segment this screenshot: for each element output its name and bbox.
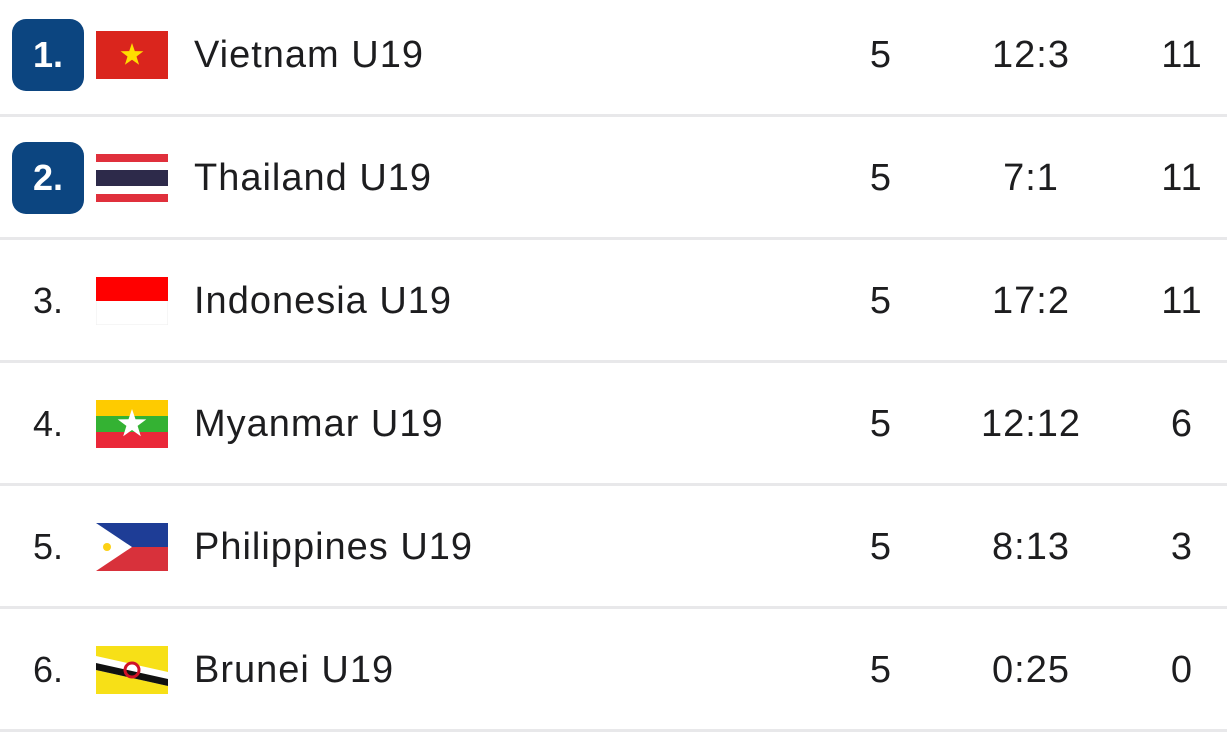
played: 5: [869, 649, 893, 691]
team-name: Indonesia U19: [194, 280, 453, 322]
points: 11: [1161, 157, 1203, 199]
goals: 12:12: [980, 403, 1082, 445]
rank: 1.: [12, 19, 84, 91]
points: 6: [1170, 403, 1194, 445]
team-row[interactable]: 5. Philippines U19 5 8:13 3: [0, 486, 1227, 609]
points: 11: [1161, 280, 1203, 322]
team-name: Thailand U19: [194, 157, 433, 199]
goals: 12:3: [992, 34, 1070, 76]
goals: 17:2: [992, 280, 1070, 322]
played: 5: [869, 157, 893, 199]
points: 11: [1161, 34, 1203, 76]
team-name: Vietnam U19: [194, 34, 424, 76]
flag: [96, 277, 168, 325]
team-name: Myanmar U19: [194, 403, 444, 445]
goals: 7:1: [1003, 157, 1059, 199]
team-row[interactable]: 2. Thailand U19 5 7:1 11: [0, 117, 1227, 240]
rank: 3.: [32, 280, 64, 321]
team-row[interactable]: 4. Myanmar U19 5 12:12 6: [0, 363, 1227, 486]
team-row[interactable]: 6. Brunei U19 5 0:25 0: [0, 609, 1227, 732]
points: 3: [1170, 526, 1194, 568]
flag: [96, 31, 168, 79]
rank: 2.: [12, 142, 84, 214]
played: 5: [869, 526, 893, 568]
flag: [96, 400, 168, 448]
goals: 8:13: [992, 526, 1070, 568]
rank: 4.: [32, 403, 64, 444]
team-name: Brunei U19: [194, 649, 395, 691]
flag: [96, 523, 168, 571]
team-row[interactable]: 1. Vietnam U19 5 12:3 11: [0, 0, 1227, 117]
points: 0: [1170, 649, 1194, 691]
goals: 0:25: [992, 649, 1070, 691]
flag: [96, 154, 168, 202]
rank: 6.: [32, 649, 64, 690]
flag: [96, 646, 168, 694]
team-row[interactable]: 3. Indonesia U19 5 17:2 11: [0, 240, 1227, 363]
team-name: Philippines U19: [194, 526, 474, 568]
played: 5: [869, 280, 893, 322]
played: 5: [869, 34, 893, 76]
played: 5: [869, 403, 893, 445]
rank: 5.: [32, 526, 64, 567]
